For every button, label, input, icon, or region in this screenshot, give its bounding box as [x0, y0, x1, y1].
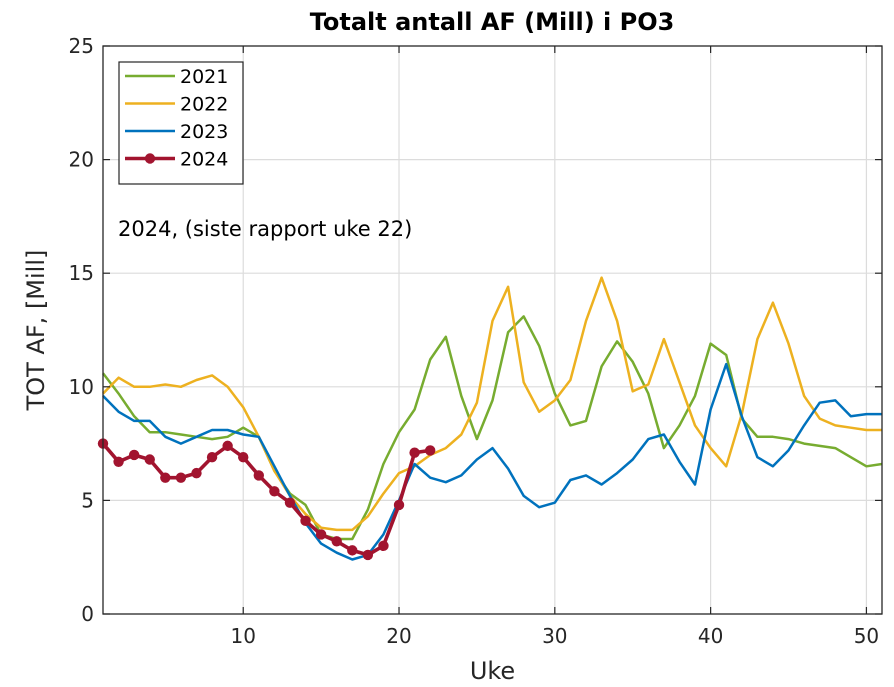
data-point-2024: [269, 486, 280, 497]
data-point-2024: [160, 472, 171, 483]
y-tick-label: 20: [69, 148, 94, 172]
x-axis-label: Uke: [470, 657, 515, 685]
data-point-2024: [409, 447, 420, 458]
plot-frame: [102, 45, 883, 615]
legend-label-2023: 2023: [180, 121, 228, 143]
data-point-2024: [253, 470, 264, 481]
y-tick-label: 15: [69, 261, 94, 285]
x-tick-label: 50: [854, 624, 879, 648]
data-point-2024: [175, 472, 187, 483]
y-tick-label: 0: [81, 602, 94, 626]
data-point-2024: [222, 440, 233, 452]
data-point-2024: [331, 536, 342, 547]
y-tick-label: 10: [69, 375, 94, 399]
x-tick-label: 30: [542, 624, 567, 648]
data-point-2024: [347, 545, 358, 556]
x-tick-label: 10: [230, 624, 255, 648]
data-point-2024: [424, 445, 436, 456]
legend-label-2022: 2022: [180, 94, 228, 116]
y-axis-label: TOT AF, [Mill]: [22, 250, 50, 412]
y-tick-label: 5: [81, 488, 94, 512]
chart-title: Totalt antall AF (Mill) i PO3: [310, 8, 675, 36]
chart-annotation: 2024, (siste rapport uke 22): [118, 217, 412, 241]
data-point-2024: [378, 540, 389, 552]
axis-ticks: 10 20 30 40 50 0 5 10 15 20 25: [69, 34, 882, 648]
data-point-2024: [300, 515, 311, 527]
data-point-2024: [191, 467, 202, 479]
data-point-2024: [128, 449, 140, 461]
series-line-2022: [102, 276, 882, 532]
data-point-2024: [113, 456, 124, 467]
data-point-2024: [144, 454, 155, 465]
data-point-2024: [362, 549, 374, 561]
data-point-2024: [206, 452, 218, 463]
series-line-2023: [102, 362, 882, 561]
data-point-2024: [284, 497, 296, 508]
series-group: [97, 276, 883, 561]
series-line-2021: [102, 315, 883, 541]
legend-marker-2024: [144, 153, 156, 164]
series-line-2024: [101, 442, 431, 557]
data-point-2024: [238, 452, 249, 463]
y-tick-label: 25: [69, 34, 94, 58]
legend-label-2024: 2024: [180, 149, 228, 171]
legend-box: [118, 61, 244, 185]
x-tick-label: 40: [698, 624, 723, 648]
legend: 2021 2022 2023 2024: [118, 61, 244, 185]
legend-label-2021: 2021: [180, 66, 228, 88]
data-point-2024: [315, 529, 327, 540]
data-point-2024: [393, 499, 405, 511]
x-tick-label: 20: [386, 624, 411, 648]
